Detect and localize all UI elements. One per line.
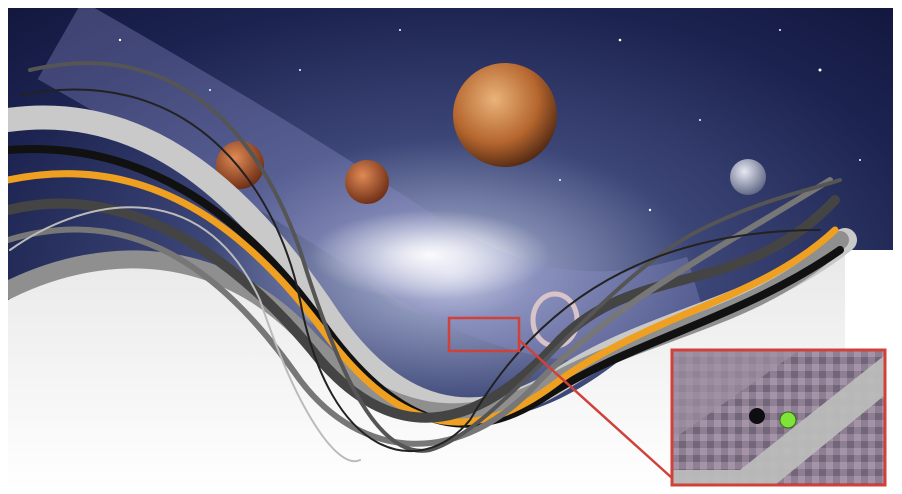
point-black xyxy=(749,408,765,424)
planet-jupiter xyxy=(453,63,557,167)
zoom-inset xyxy=(672,350,885,485)
planet-moon xyxy=(730,159,766,195)
image xyxy=(0,0,902,494)
galaxy-glow xyxy=(310,210,550,300)
planet-red-2 xyxy=(345,160,389,204)
point-green xyxy=(780,412,796,428)
page: {} xyxy=(0,0,902,494)
